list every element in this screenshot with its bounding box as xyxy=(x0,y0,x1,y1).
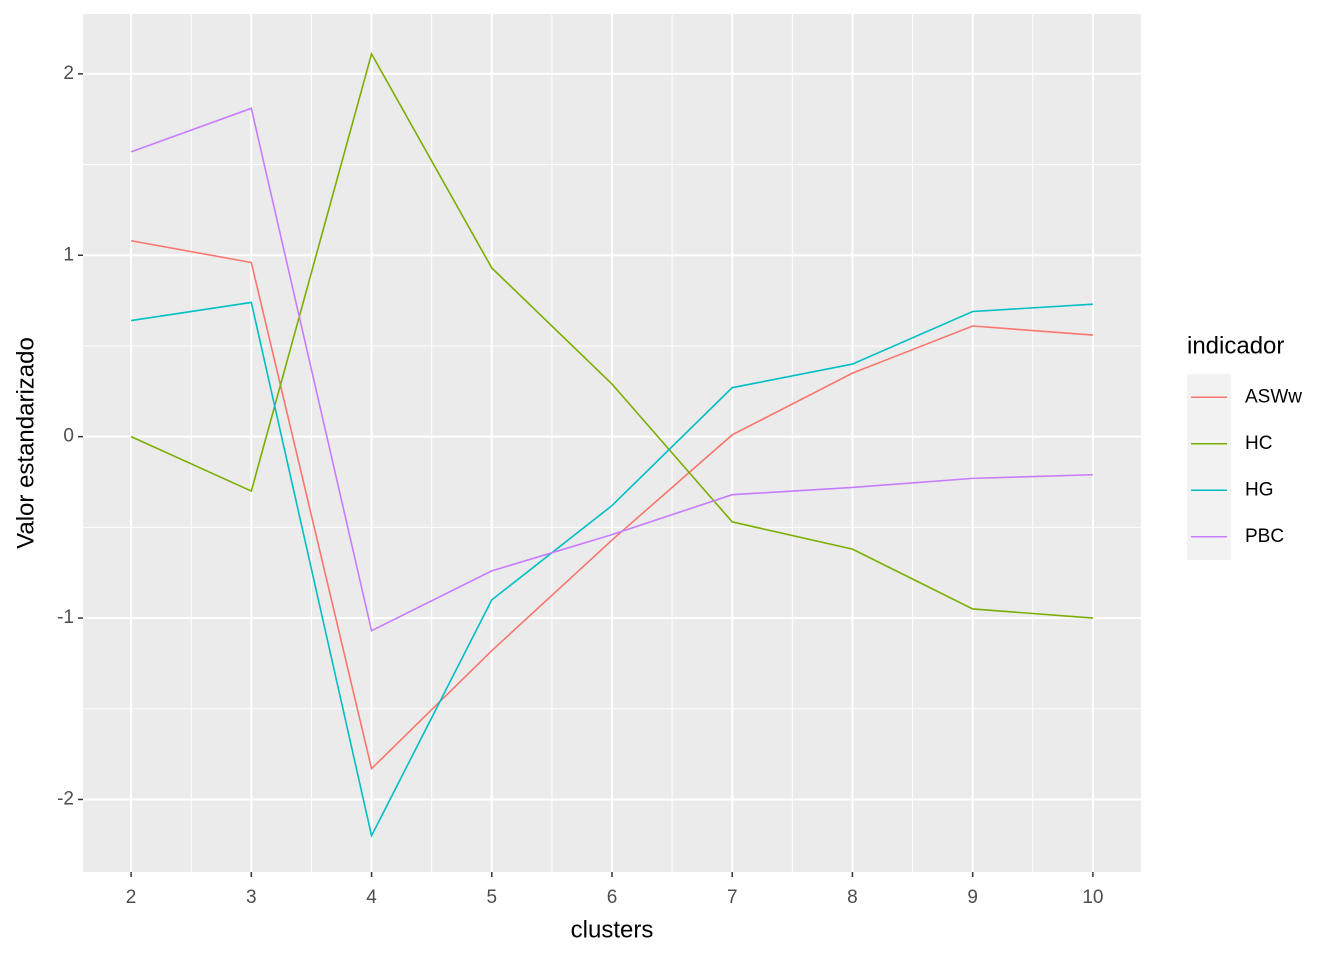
legend-label: HG xyxy=(1245,479,1274,500)
x-tick-label: 10 xyxy=(1082,887,1103,908)
x-tick-label: 7 xyxy=(727,887,738,908)
x-tick-label: 8 xyxy=(847,887,858,908)
x-tick-label: 5 xyxy=(486,887,497,908)
x-axis-title: clusters xyxy=(571,916,654,943)
x-tick-label: 4 xyxy=(366,887,377,908)
legend-label: ASWw xyxy=(1245,386,1302,407)
y-tick-label: -1 xyxy=(57,607,74,628)
legend-key-background xyxy=(1187,374,1231,560)
legend-label: PBC xyxy=(1245,526,1284,547)
y-tick-label: 0 xyxy=(63,426,74,447)
y-tick-label: -2 xyxy=(57,788,74,809)
legend-title: indicador xyxy=(1187,332,1284,359)
series-line xyxy=(130,107,1093,632)
legend-label: HC xyxy=(1245,433,1272,454)
x-tick-label: 9 xyxy=(967,887,978,908)
series-line xyxy=(130,51,1093,619)
x-tick-label: 6 xyxy=(607,887,618,908)
series-line xyxy=(130,239,1093,771)
x-tick-label: 3 xyxy=(246,887,257,908)
y-tick-label: 1 xyxy=(63,244,74,265)
y-axis-title: Valor estandarizado xyxy=(12,337,39,549)
series-line xyxy=(130,301,1093,839)
y-tick-label: 2 xyxy=(63,63,74,84)
x-tick-label: 2 xyxy=(126,887,137,908)
